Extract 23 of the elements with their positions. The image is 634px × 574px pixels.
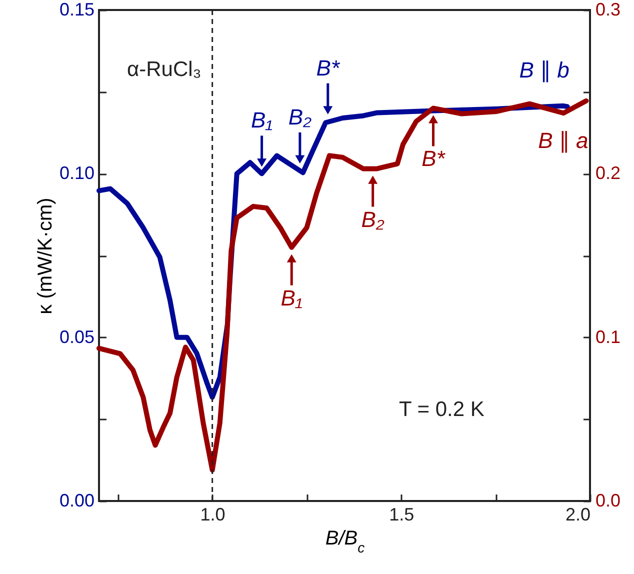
- x-axis-title: B/B$_{c}$: [325, 528, 365, 556]
- series-label: B ∥ b: [519, 58, 570, 83]
- annotation: B₂: [361, 206, 385, 232]
- annotation: B₁: [250, 108, 273, 133]
- y-axis-title: κ (mW/K·cm): [34, 198, 56, 314]
- annotation: α-RuCl₃: [127, 58, 202, 81]
- x-tick-label: 2.0: [565, 504, 590, 524]
- y2-tick-label: 0.3: [596, 0, 621, 20]
- annotation: T = 0.2 K: [399, 398, 484, 421]
- y-tick-label: 0.15: [59, 0, 94, 20]
- y2-tick-label: 0.1: [596, 326, 621, 347]
- y-tick-label: 0.05: [59, 326, 94, 347]
- y2-tick-label: 0.2: [596, 163, 621, 184]
- y2-tick-label: 0.0: [596, 490, 621, 510]
- annotation: B*: [422, 146, 446, 172]
- annotation: B₂: [288, 104, 312, 130]
- x-tick-label: 1.0: [200, 504, 226, 524]
- x-tick-label: 1.5: [389, 504, 414, 524]
- annotation: B*: [316, 55, 341, 80]
- y-tick-label: 0.10: [59, 163, 94, 184]
- series-label: B ∥ a: [538, 128, 588, 153]
- annotation: B₁: [280, 285, 302, 310]
- y-tick-label: 0.00: [59, 490, 94, 510]
